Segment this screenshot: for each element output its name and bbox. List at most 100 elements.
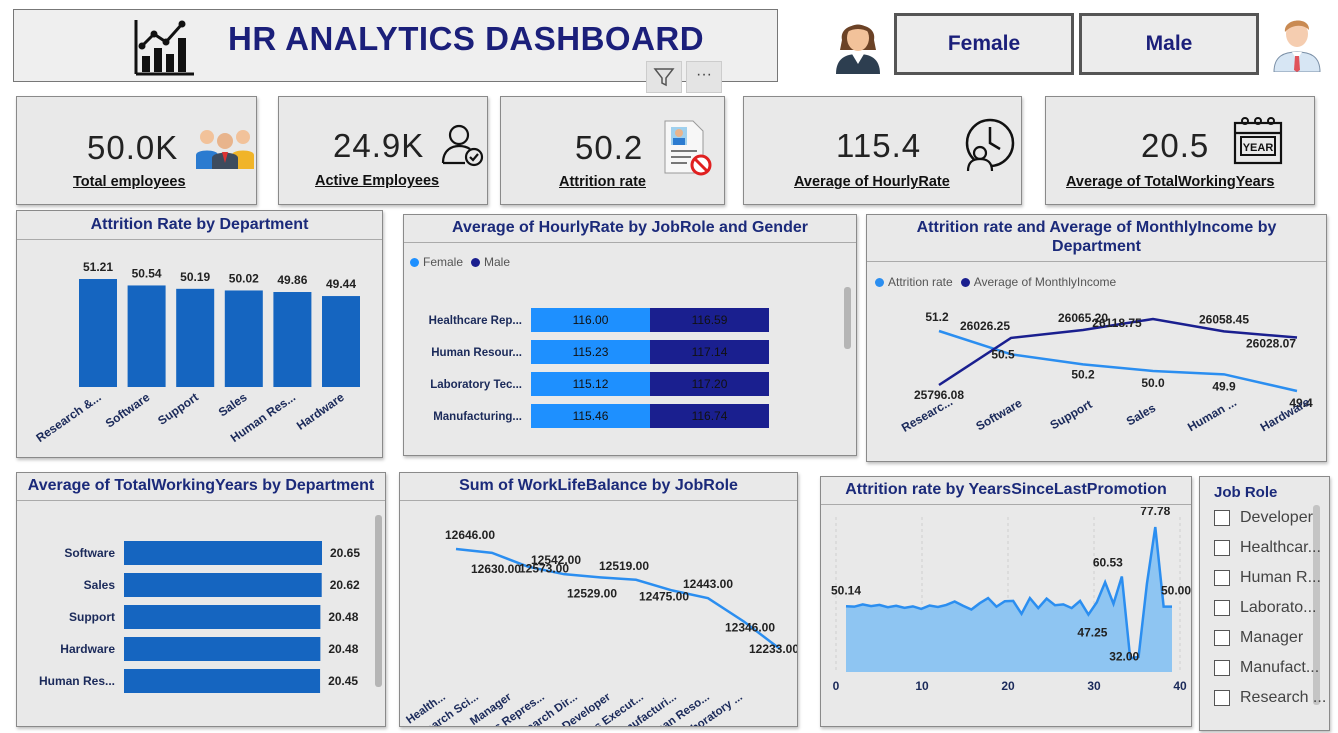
slicer-item-manager[interactable]: Manager	[1214, 629, 1303, 647]
bar-male	[650, 308, 769, 332]
legend-income: Average of MonthlyIncome	[973, 275, 1117, 289]
bar	[176, 288, 215, 387]
chart-title: Attrition rate by YearsSinceLastPromotio…	[845, 481, 1167, 498]
bar-female	[531, 372, 650, 396]
attrition-by-department-card: Attrition Rate by Department 51.21 Resear…	[16, 210, 383, 458]
calendar-year-text: YEAR	[1243, 142, 1274, 154]
id-card-blocked-icon	[664, 120, 712, 176]
income-label: 26065.20	[1058, 311, 1108, 325]
data-label: 32.00	[1109, 649, 1139, 663]
hourly-rate-by-role-card: Average of HourlyRate by JobRole and Gen…	[403, 214, 857, 456]
attrition-line	[938, 329, 1298, 393]
bar-value-label: 49.86	[277, 273, 307, 287]
slicer-scrollbar[interactable]	[1313, 505, 1320, 705]
bar	[124, 637, 321, 661]
data-label: 12233.00	[749, 642, 797, 656]
bar-value-label: 20.65	[330, 546, 360, 560]
checkbox[interactable]	[1214, 600, 1230, 616]
bar-female	[531, 340, 650, 364]
chart-scrollbar[interactable]	[375, 515, 382, 687]
bar-value-label: 50.02	[229, 271, 259, 285]
kpi-value: 50.2	[575, 129, 644, 166]
working-years-bar-chart: Software 20.65 Sales 20.62 Support 20.48 Hardw…	[39, 541, 360, 693]
value-label-male: 116.74	[692, 409, 728, 423]
male-avatar-icon	[1273, 20, 1321, 72]
kpi-active-employees: 24.9K Active Employees	[278, 96, 488, 205]
x-tick-label: 40	[1173, 679, 1187, 693]
slicer-item-label: Human R...	[1240, 569, 1321, 586]
checkbox[interactable]	[1214, 630, 1230, 646]
category-label: Human Resour...	[431, 347, 522, 359]
attrition-label: 50.2	[1071, 367, 1095, 381]
attrition-label: 50.5	[991, 347, 1015, 361]
bar	[124, 573, 322, 597]
user-check-icon	[441, 124, 484, 167]
checkbox[interactable]	[1214, 660, 1230, 676]
checkbox[interactable]	[1214, 510, 1230, 526]
female-avatar-icon	[836, 24, 880, 74]
income-label: 26028.07	[1246, 337, 1296, 351]
data-label: 47.25	[1077, 626, 1107, 640]
slicer-item-label: Manufact...	[1240, 659, 1320, 676]
male-filter-button[interactable]: Male	[1079, 13, 1259, 75]
bar	[224, 290, 263, 387]
bar	[322, 296, 360, 387]
data-label: 12573.00	[519, 562, 569, 576]
legend-female: Female	[423, 255, 464, 269]
bar-female	[531, 404, 650, 428]
checkbox[interactable]	[1214, 690, 1230, 706]
kpi-attrition-rate: 50.2 Attrition rate	[500, 96, 725, 205]
calendar-year-icon: YEAR	[1233, 117, 1283, 165]
analytics-chart-icon	[134, 20, 194, 76]
income-label: 25796.08	[914, 388, 964, 402]
category-label: Hardware	[1258, 395, 1313, 435]
slicer-item-laboratory[interactable]: Laborato...	[1214, 599, 1317, 617]
promotion-area-chart: 50.14 47.25 60.53 32.00 77.78 50.00 0 10 20 30 40	[831, 507, 1191, 693]
chart-title-line1: Attrition rate and Average of MonthlyInc…	[916, 219, 1277, 236]
kpi-label: Average of HourlyRate	[794, 174, 950, 190]
worklife-line	[455, 547, 781, 650]
slicer-item-developer[interactable]: Developer	[1214, 509, 1313, 527]
data-label: 77.78	[1140, 507, 1170, 518]
category-label: Software	[64, 546, 115, 560]
filter-icon[interactable]	[646, 61, 682, 93]
x-tick-label: 10	[915, 679, 929, 693]
bar-value-label: 20.45	[328, 674, 358, 688]
bar	[127, 285, 166, 387]
female-filter-button[interactable]: Female	[894, 13, 1074, 75]
income-label: 26058.45	[1199, 312, 1249, 326]
attrition-label: 49.9	[1212, 379, 1236, 393]
category-label: Support	[1048, 397, 1095, 432]
checkbox[interactable]	[1214, 540, 1230, 556]
data-label: 50.00	[1161, 584, 1191, 598]
hourly-rate-stacked-bar-chart: Healthcare Rep... 116.00 116.59 Human Resou…	[429, 308, 769, 428]
bar	[124, 669, 321, 693]
income-line	[938, 317, 1298, 387]
data-label: 12443.00	[683, 577, 733, 591]
job-role-slicer: Job Role Developer Healthcar... Human R.…	[1199, 476, 1330, 731]
bar-male	[650, 372, 769, 396]
bar	[79, 279, 117, 387]
category-label: Hardware	[60, 642, 115, 656]
category-label: Sales	[216, 390, 250, 420]
chart-scrollbar[interactable]	[844, 287, 851, 349]
slicer-item-manufacturing[interactable]: Manufact...	[1214, 659, 1319, 677]
bar	[273, 292, 312, 387]
chart-legend: Female Male	[410, 255, 510, 269]
area-line	[845, 526, 1172, 660]
slicer-item-human-resources[interactable]: Human R...	[1214, 569, 1321, 587]
attrition-label: 50.0	[1141, 376, 1165, 390]
category-label: Laboratory Tec...	[430, 379, 522, 391]
more-options-button[interactable]: ···	[686, 61, 722, 93]
slicer-item-research[interactable]: Research ...	[1214, 689, 1326, 707]
value-label-female: 115.12	[573, 377, 609, 391]
checkbox[interactable]	[1214, 570, 1230, 586]
kpi-average-hourly-rate: 115.4 Average of HourlyRate	[743, 96, 1022, 205]
working-years-card: Average of TotalWorkingYears by Departme…	[16, 472, 386, 727]
kpi-label: Active Employees	[315, 173, 440, 189]
slicer-item-healthcare[interactable]: Healthcar...	[1214, 539, 1321, 557]
slicer-item-label: Research ...	[1240, 689, 1327, 706]
attrition-label: 51.2	[925, 310, 949, 324]
bar-male	[650, 404, 769, 428]
chart-legend: Attrition rate Average of MonthlyIncome	[875, 275, 1116, 289]
